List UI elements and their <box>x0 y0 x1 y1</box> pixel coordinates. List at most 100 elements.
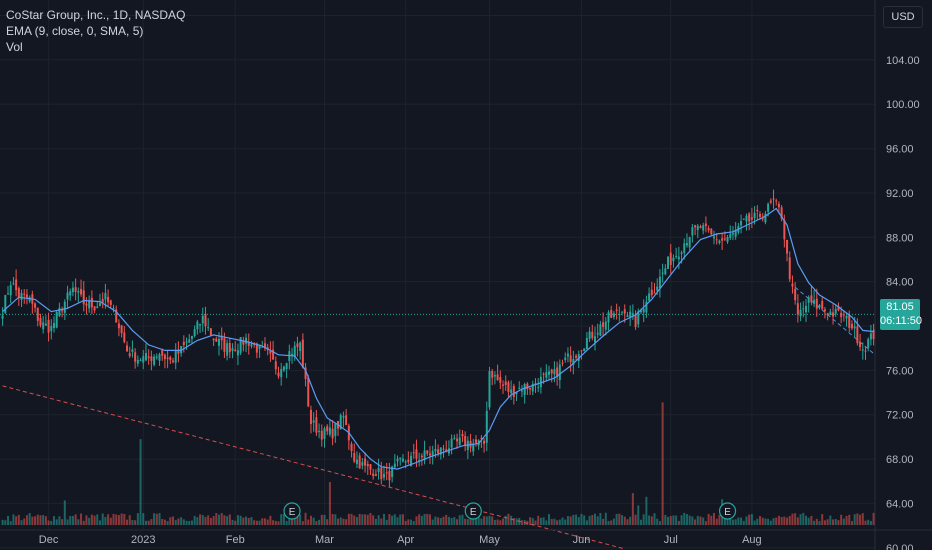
volume-bar <box>396 517 399 525</box>
volume-bar <box>802 512 805 525</box>
volume-bar <box>566 516 569 525</box>
volume-bar <box>596 516 599 525</box>
candle-body <box>396 458 399 462</box>
candle-body <box>664 268 667 275</box>
candle-body <box>599 324 602 336</box>
volume-bar <box>136 513 139 525</box>
volume-bar <box>280 514 283 525</box>
candle-body <box>71 287 74 293</box>
volume-bar <box>759 516 761 525</box>
candle-body <box>583 348 586 352</box>
volume-bar <box>361 514 364 525</box>
volume-bar <box>445 514 448 525</box>
volume-bar <box>564 519 567 525</box>
candle-body <box>472 443 475 452</box>
volume-bar <box>645 496 648 525</box>
candle-body <box>323 428 326 439</box>
candle-body <box>799 309 802 317</box>
volume-bar <box>715 518 718 525</box>
volume-bar <box>282 513 285 525</box>
volume-bar <box>182 519 185 525</box>
trendlines <box>0 286 883 550</box>
volume-bar <box>128 515 131 525</box>
candle-body <box>796 303 799 315</box>
candle-body <box>358 455 361 469</box>
volume-bar <box>347 513 350 525</box>
volume-bar <box>17 514 20 525</box>
candle-body <box>740 221 743 226</box>
candle-body <box>428 453 431 456</box>
volume-bar <box>166 521 169 525</box>
volume-bar <box>864 520 867 525</box>
volume-bar <box>442 516 445 525</box>
volume-bar <box>342 518 345 525</box>
candle-body <box>150 356 153 361</box>
volume-bar <box>250 517 253 525</box>
candle-body <box>280 368 283 378</box>
candle-body <box>869 333 872 340</box>
candle-body <box>161 350 164 356</box>
volume-bar <box>1 519 4 525</box>
currency-button[interactable]: USD <box>883 6 923 28</box>
candle-body <box>450 438 453 448</box>
volume-bar <box>296 513 299 525</box>
candle-body <box>63 301 66 313</box>
candle-body <box>485 410 488 443</box>
time-axis[interactable]: Dec 2023 Feb Mar Apr May Jun Jul Aug <box>0 529 932 546</box>
candle-body <box>856 326 859 344</box>
volume-bar <box>172 516 175 525</box>
candle-body <box>339 415 342 430</box>
earnings-marker-label: E <box>724 507 731 518</box>
volume-bar <box>737 517 740 525</box>
candle-body <box>412 452 415 454</box>
candle-body <box>461 434 464 437</box>
candle-body <box>588 331 591 339</box>
candle-body <box>250 344 253 347</box>
volume-bar <box>821 514 824 525</box>
volume-bar <box>304 512 307 525</box>
symbol-title[interactable]: CoStar Group, Inc., 1D, NASDAQ <box>6 8 186 22</box>
grid <box>0 0 875 549</box>
volume-bar <box>415 516 418 525</box>
candle-body <box>777 203 780 208</box>
volume-bar <box>583 515 586 525</box>
candle-body <box>399 457 402 459</box>
candle-body <box>423 450 426 461</box>
candle-body <box>12 283 15 285</box>
candle-body <box>780 207 783 219</box>
volume-bar <box>810 515 813 525</box>
candle-body <box>315 417 318 433</box>
candle-body <box>556 367 559 377</box>
volume-bar <box>393 514 396 525</box>
volume-bar <box>477 516 480 525</box>
bar-countdown: 06:11:50 <box>880 315 923 327</box>
candle-body <box>272 349 275 360</box>
candle-body <box>58 307 61 316</box>
volume-bar <box>842 518 845 525</box>
volume-bar <box>372 515 375 525</box>
volume-indicator-label[interactable]: Vol <box>6 40 23 54</box>
candle-body <box>591 331 594 339</box>
candle-body <box>672 257 675 262</box>
candle-body <box>301 339 304 368</box>
candle-body <box>842 314 845 316</box>
volume-bar <box>702 517 705 525</box>
volume-bar <box>534 520 537 525</box>
price-tick-label: 60.00 <box>886 543 914 550</box>
candle-body <box>115 309 118 323</box>
candle-body <box>42 322 45 330</box>
volume-bar <box>410 519 413 525</box>
volume-bar <box>726 516 729 525</box>
volume-bar <box>131 519 134 525</box>
price-axis[interactable]: 60.0064.0068.0072.0076.0080.0084.0088.00… <box>874 0 932 550</box>
candle-body <box>334 423 337 437</box>
candle-body <box>661 272 664 274</box>
volume-bar <box>461 514 464 525</box>
volume-bar <box>734 519 737 525</box>
volume-bar <box>90 514 93 525</box>
ema-indicator-label[interactable]: EMA (9, close, 0, SMA, 5) <box>6 24 144 38</box>
volume-bar <box>796 517 799 525</box>
candle-body <box>209 328 212 336</box>
candle-body <box>715 239 718 241</box>
